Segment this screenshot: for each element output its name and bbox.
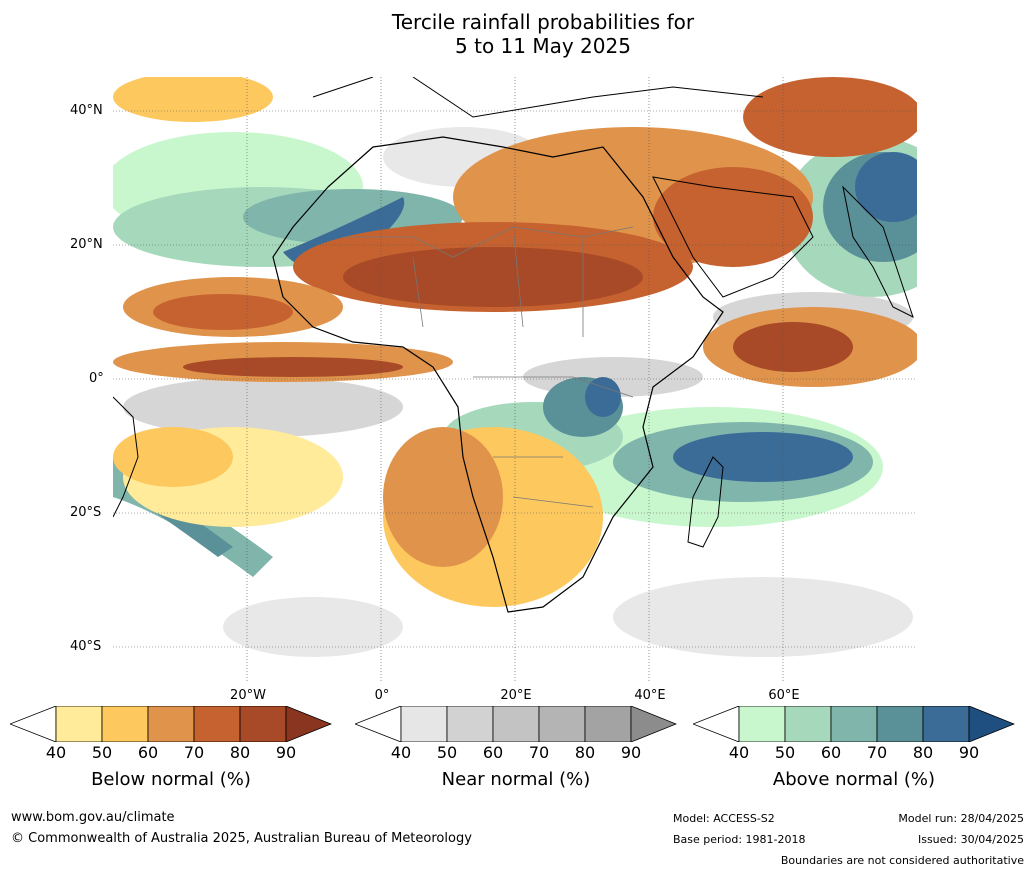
lon-label-20e: 20°E [500, 688, 532, 703]
lon-label-60e: 60°E [768, 688, 800, 703]
model-run-text: Model run: 28/04/2025 [898, 812, 1024, 825]
cb-tick: 50 [91, 743, 113, 762]
lat-label-40n: 40°N [70, 103, 103, 118]
cb-tick: 80 [574, 743, 596, 762]
cb-tick: 50 [774, 743, 796, 762]
title-line-2: 5 to 11 May 2025 [455, 34, 631, 58]
cb-tick: 70 [183, 743, 205, 762]
cb-tick: 90 [620, 743, 642, 762]
below-normal-colorbar [10, 706, 332, 742]
cb-tick: 40 [45, 743, 67, 762]
cb-tick: 80 [912, 743, 934, 762]
copyright-text: © Commonwealth of Australia 2025, Austra… [11, 831, 472, 846]
lon-label-0: 0° [374, 688, 390, 703]
lat-label-20s: 20°S [70, 505, 102, 520]
cb-tick: 80 [229, 743, 251, 762]
cb-tick: 60 [482, 743, 504, 762]
map-svg [113, 77, 917, 681]
lon-label-40e: 40°E [634, 688, 666, 703]
lat-label-40s: 40°S [70, 639, 102, 654]
cb-tick: 60 [137, 743, 159, 762]
disclaimer-text: Boundaries are not considered authoritat… [780, 854, 1024, 867]
rainfall-probability-map [113, 77, 917, 681]
cb-tick: 70 [866, 743, 888, 762]
base-period-text: Base period: 1981-2018 [673, 833, 806, 846]
cb-tick: 40 [390, 743, 412, 762]
above-normal-title: Above normal (%) [772, 769, 936, 790]
cb-tick: 70 [528, 743, 550, 762]
model-text: Model: ACCESS-S2 [673, 812, 775, 825]
cb-tick: 90 [958, 743, 980, 762]
cb-tick: 90 [275, 743, 297, 762]
cb-tick: 60 [820, 743, 842, 762]
near-normal-colorbar [355, 706, 677, 742]
issued-text: Issued: 30/04/2025 [917, 833, 1024, 846]
map-title: Tercile rainfall probabilities for 5 to … [0, 10, 1035, 58]
title-line-1: Tercile rainfall probabilities for [391, 10, 695, 34]
cb-tick: 50 [436, 743, 458, 762]
lon-label-20w: 20°W [230, 688, 266, 703]
above-normal-colorbar [693, 706, 1015, 742]
below-normal-title: Below normal (%) [91, 769, 251, 790]
africa-coastline [272, 136, 724, 613]
lat-label-20n: 20°N [70, 237, 103, 252]
lat-label-0: 0° [89, 371, 104, 386]
website-link[interactable]: www.bom.gov.au/climate [11, 810, 175, 825]
near-normal-title: Near normal (%) [441, 769, 591, 790]
cb-tick: 40 [728, 743, 750, 762]
